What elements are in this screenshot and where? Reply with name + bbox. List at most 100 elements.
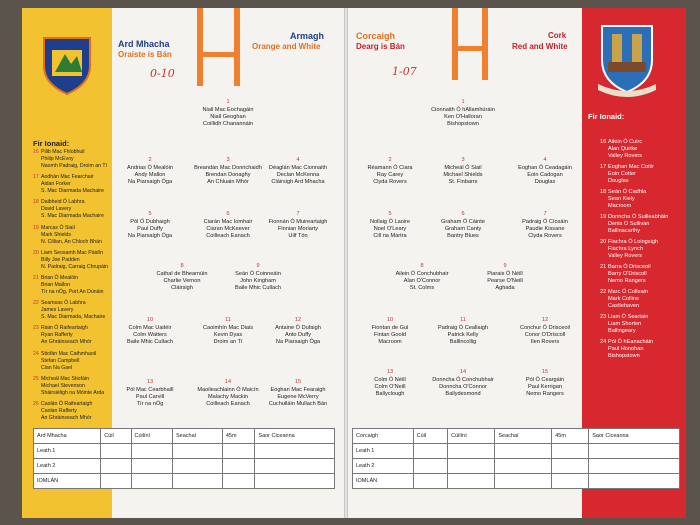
player-name-english: Malachy Mackin [207,394,249,400]
sub-club: Ballinacarthy [608,228,641,234]
player-club: Cill na Martra [373,233,407,239]
player-name-irish: Antaine Ó Dufaigh [275,325,321,331]
player-club: Nemo Rangers [526,391,564,397]
player-number: 9 [503,263,507,269]
player-name-irish: Micheál Ó Siail [444,165,482,171]
sub-club: N. Padraig, Carraig Chrupáin [41,263,108,270]
player-name-english: Patrick Kelly [447,332,479,338]
player-name-irish: Colm Mac Uaitéir [128,325,172,331]
player-number: 15 [294,379,302,385]
sub-name-irish: Fiachra Ó Loingsigh [608,239,659,245]
handwritten-score: 0-10 [150,67,175,80]
player-number: 13 [146,379,154,385]
sub-club: Sháirsiéligh na Móinte Arda [41,389,105,396]
score-row: Leath 1 [32,443,335,459]
sub-name-irish: Barra Ó Drisceoil [608,264,651,270]
handwritten-score: 1-07 [392,65,417,78]
sub-number: 17 [33,174,39,181]
score-row: Leath 1 [352,443,680,459]
score-cell [254,473,335,489]
score-cell [412,473,449,489]
sub-number: 21 [600,264,607,270]
player-number: 14 [224,379,232,385]
player-number: 5 [388,211,392,217]
player-name-english: Niall Geoghan [210,114,246,120]
player-name-english: Donncha O'Connor [439,384,487,390]
score-cell-label: Seachaí [171,428,223,444]
player-name-irish: Nollaig Ó Laoire [369,219,411,225]
sub-number: 19 [33,224,39,231]
player-name-irish: Pól Mac Cearbhaill [126,387,174,393]
player-number: 10 [386,317,394,323]
player-name-english: Graham Canty [444,226,482,232]
player-number: 15 [541,369,549,375]
sub-name-english: Aidan Forker [41,181,71,188]
sub-name-english: Alan Quirke [608,146,638,152]
player-name-english: Ray Carey [376,172,404,178]
sub-club: Tír na nÓg, Port An Dúnáin [41,289,104,295]
sub-name-irish: Brian Ó Mealóin [41,275,79,281]
sub-number: 18 [600,189,607,195]
sub-name-english: Barry O'Driscoll [608,271,647,277]
player-name-english: Finnian Moriarty [277,226,319,232]
player-club: Ballincollig [449,339,477,345]
score-cell-label: IOMLÁN [352,473,414,489]
score-cell-label: 45m [221,428,256,444]
player-club: Aghada [495,285,515,291]
player-number: 13 [386,369,394,375]
player-number: 7 [543,211,547,217]
player-club: Coilleach Eanach [206,233,250,239]
sub-name-irish: Pilib Mac Fhlobhuil [41,149,85,155]
score-row: IOMLÁN [352,473,680,489]
player-name-irish: Ailein Ó Conchubhair [395,271,449,277]
sub-name-irish: Ailein Ó Cuirc [608,139,643,145]
armagh-crest [43,37,91,96]
score-cell [412,458,449,474]
team-header: Oraiste is Bán [118,50,172,59]
score-cell [412,443,449,459]
player-name-irish: Breandán Mac Donnchaidh [194,165,262,171]
team-header: Ard Mhacha [118,39,170,49]
left-goalposts [197,8,240,86]
sub-name-english: James Lavery [41,307,74,314]
sub-name-english: Eoin Cotter [608,171,636,177]
sub-name-irish: Seamsas Ó Labhra [41,300,86,307]
player-club: Na Piarsaigh Óga [275,339,321,345]
player-club: Clyda Rovers [373,179,407,185]
team-header: Armagh [290,31,325,41]
team-header: Red and White [512,42,568,51]
player-club: An Chluain Mhór [207,179,249,185]
player-number: 11 [225,317,231,323]
sub-name-irish: Seán Ó Cadhla [608,189,647,195]
sub-number: 23 [33,325,39,332]
player-club: St. Colms [409,285,435,291]
player-name-english: Charlie Vernon [163,278,201,284]
sub-number: 16 [33,149,39,155]
player-club: Bishopstown [447,121,479,127]
player-name-irish: Fionnán Ó Muireartaigh [268,219,328,225]
player-name-english: Colm Watters [133,332,167,338]
player-name-english: Colm O'Neill [374,384,406,390]
score-cell [494,473,553,489]
sub-number: 22 [33,300,39,307]
player-number: 6 [461,211,465,217]
sub-name-english: Caolan Rafferty [41,408,77,414]
score-row: Ard Mhacha Cúil Cúilíní Seachaí 45m Saor Cice… [32,428,335,444]
player-number: 5 [148,211,152,217]
sub-name-english: Ryan Rafferty [41,332,73,339]
player-club: Coillidh Chanannáin [202,121,254,127]
player-club: Douglas [534,179,556,185]
player-name-irish: Fiontan de Gul [371,325,409,331]
player-name-irish: Eoghan Mac Fearaigh [270,387,326,393]
player-club: Ballyclough [375,391,405,397]
player-name-irish: Conchur Ó Drisceoil [519,325,571,331]
sub-club: Castlehaven [608,303,640,309]
player-club: Cláirsigh [171,285,193,291]
player-number: 12 [541,317,549,323]
sub-number: 24 [600,339,607,345]
player-number: 6 [226,211,230,217]
score-cell [494,458,553,474]
score-row: Leath 2 [352,458,680,474]
player-name-english: Paul Carvill [135,394,165,400]
